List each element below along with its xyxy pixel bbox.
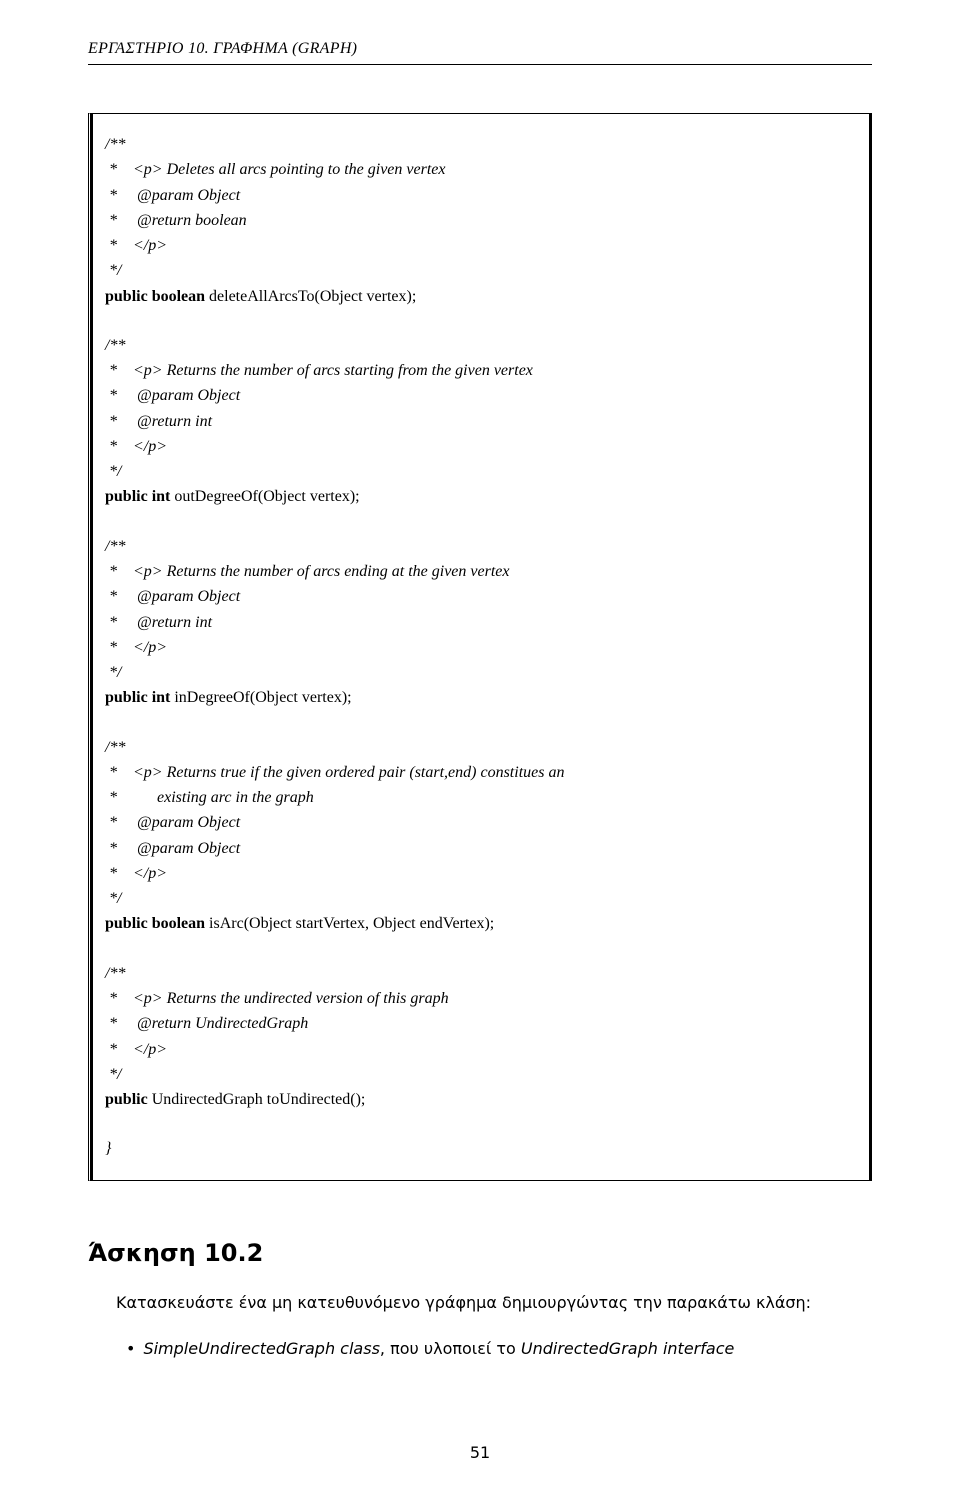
- signature-rest: inDegreeOf(Object vertex);: [170, 689, 351, 706]
- javadoc-line: * <p> Returns the undirected version of …: [105, 986, 857, 1011]
- method-signature: public int outDegreeOf(Object vertex);: [105, 484, 857, 509]
- section-heading: Άσκηση 10.2: [88, 1239, 872, 1267]
- javadoc-line: * <p> Returns the number of arcs ending …: [105, 559, 857, 584]
- keyword: public boolean: [105, 288, 205, 305]
- bullet-plain: , που υλοποιεί το: [380, 1339, 521, 1358]
- javadoc-line: /**: [105, 333, 857, 358]
- javadoc-line: * @param Object: [105, 183, 857, 208]
- bullet-dot-icon: •: [126, 1337, 135, 1361]
- javadoc-line: * @return boolean: [105, 208, 857, 233]
- javadoc-line: /**: [105, 961, 857, 986]
- method-signature: public boolean isArc(Object startVertex,…: [105, 911, 857, 936]
- bullet-item: • SimpleUndirectedGraph class, που υλοπο…: [126, 1337, 872, 1361]
- bullet-italic-2: UndirectedGraph interface: [521, 1339, 734, 1358]
- javadoc-line: * </p>: [105, 1037, 857, 1062]
- method-signature: public UndirectedGraph toUndirected();: [105, 1087, 857, 1112]
- javadoc-line: * @return int: [105, 610, 857, 635]
- javadoc-line: /**: [105, 132, 857, 157]
- javadoc-line: * </p>: [105, 635, 857, 660]
- javadoc-line: /**: [105, 534, 857, 559]
- keyword: public boolean: [105, 915, 205, 932]
- javadoc-line: * @param Object: [105, 836, 857, 861]
- bullet-text: SimpleUndirectedGraph class, που υλοποιε…: [143, 1337, 734, 1361]
- javadoc-line: */: [105, 886, 857, 911]
- javadoc-line: * </p>: [105, 434, 857, 459]
- javadoc-line: * @param Object: [105, 383, 857, 408]
- javadoc-line: * @param Object: [105, 584, 857, 609]
- keyword: public int: [105, 488, 170, 505]
- signature-rest: outDegreeOf(Object vertex);: [170, 488, 359, 505]
- javadoc-line: * @param Object: [105, 810, 857, 835]
- javadoc-line: * @return UndirectedGraph: [105, 1011, 857, 1036]
- javadoc-line: * </p>: [105, 233, 857, 258]
- javadoc-line: * <p> Returns the number of arcs startin…: [105, 358, 857, 383]
- signature-rest: deleteAllArcsTo(Object vertex);: [205, 288, 416, 305]
- method-signature: public boolean deleteAllArcsTo(Object ve…: [105, 284, 857, 309]
- javadoc-line: * </p>: [105, 861, 857, 886]
- method-signature: public int inDegreeOf(Object vertex);: [105, 685, 857, 710]
- closing-brace: }: [105, 1136, 857, 1161]
- javadoc-line: * <p> Returns true if the given ordered …: [105, 760, 857, 785]
- bullet-italic-1: SimpleUndirectedGraph class: [143, 1339, 379, 1358]
- javadoc-line: * existing arc in the graph: [105, 785, 857, 810]
- javadoc-line: * @return int: [105, 409, 857, 434]
- signature-rest: isArc(Object startVertex, Object endVert…: [205, 915, 494, 932]
- page-number: 51: [0, 1443, 960, 1462]
- page-header: ΕΡΓΑΣΤΗΡΙΟ 10. ΓΡΑΦΗΜΑ (GRAPH): [88, 40, 872, 58]
- javadoc-line: * <p> Deletes all arcs pointing to the g…: [105, 157, 857, 182]
- code-listing-content: /** * <p> Deletes all arcs pointing to t…: [105, 132, 857, 1162]
- keyword: public int: [105, 689, 170, 706]
- javadoc-line: */: [105, 258, 857, 283]
- keyword: public: [105, 1091, 148, 1108]
- section-paragraph: Κατασκευάστε ένα μη κατευθυνόμενο γράφημ…: [116, 1291, 872, 1315]
- javadoc-line: */: [105, 660, 857, 685]
- code-listing-box: /** * <p> Deletes all arcs pointing to t…: [88, 113, 872, 1181]
- signature-rest: UndirectedGraph toUndirected();: [148, 1091, 366, 1108]
- document-page: ΕΡΓΑΣΤΗΡΙΟ 10. ΓΡΑΦΗΜΑ (GRAPH) /** * <p>…: [0, 0, 960, 1496]
- javadoc-line: */: [105, 1062, 857, 1087]
- javadoc-line: /**: [105, 735, 857, 760]
- header-rule: [88, 64, 872, 65]
- javadoc-line: */: [105, 459, 857, 484]
